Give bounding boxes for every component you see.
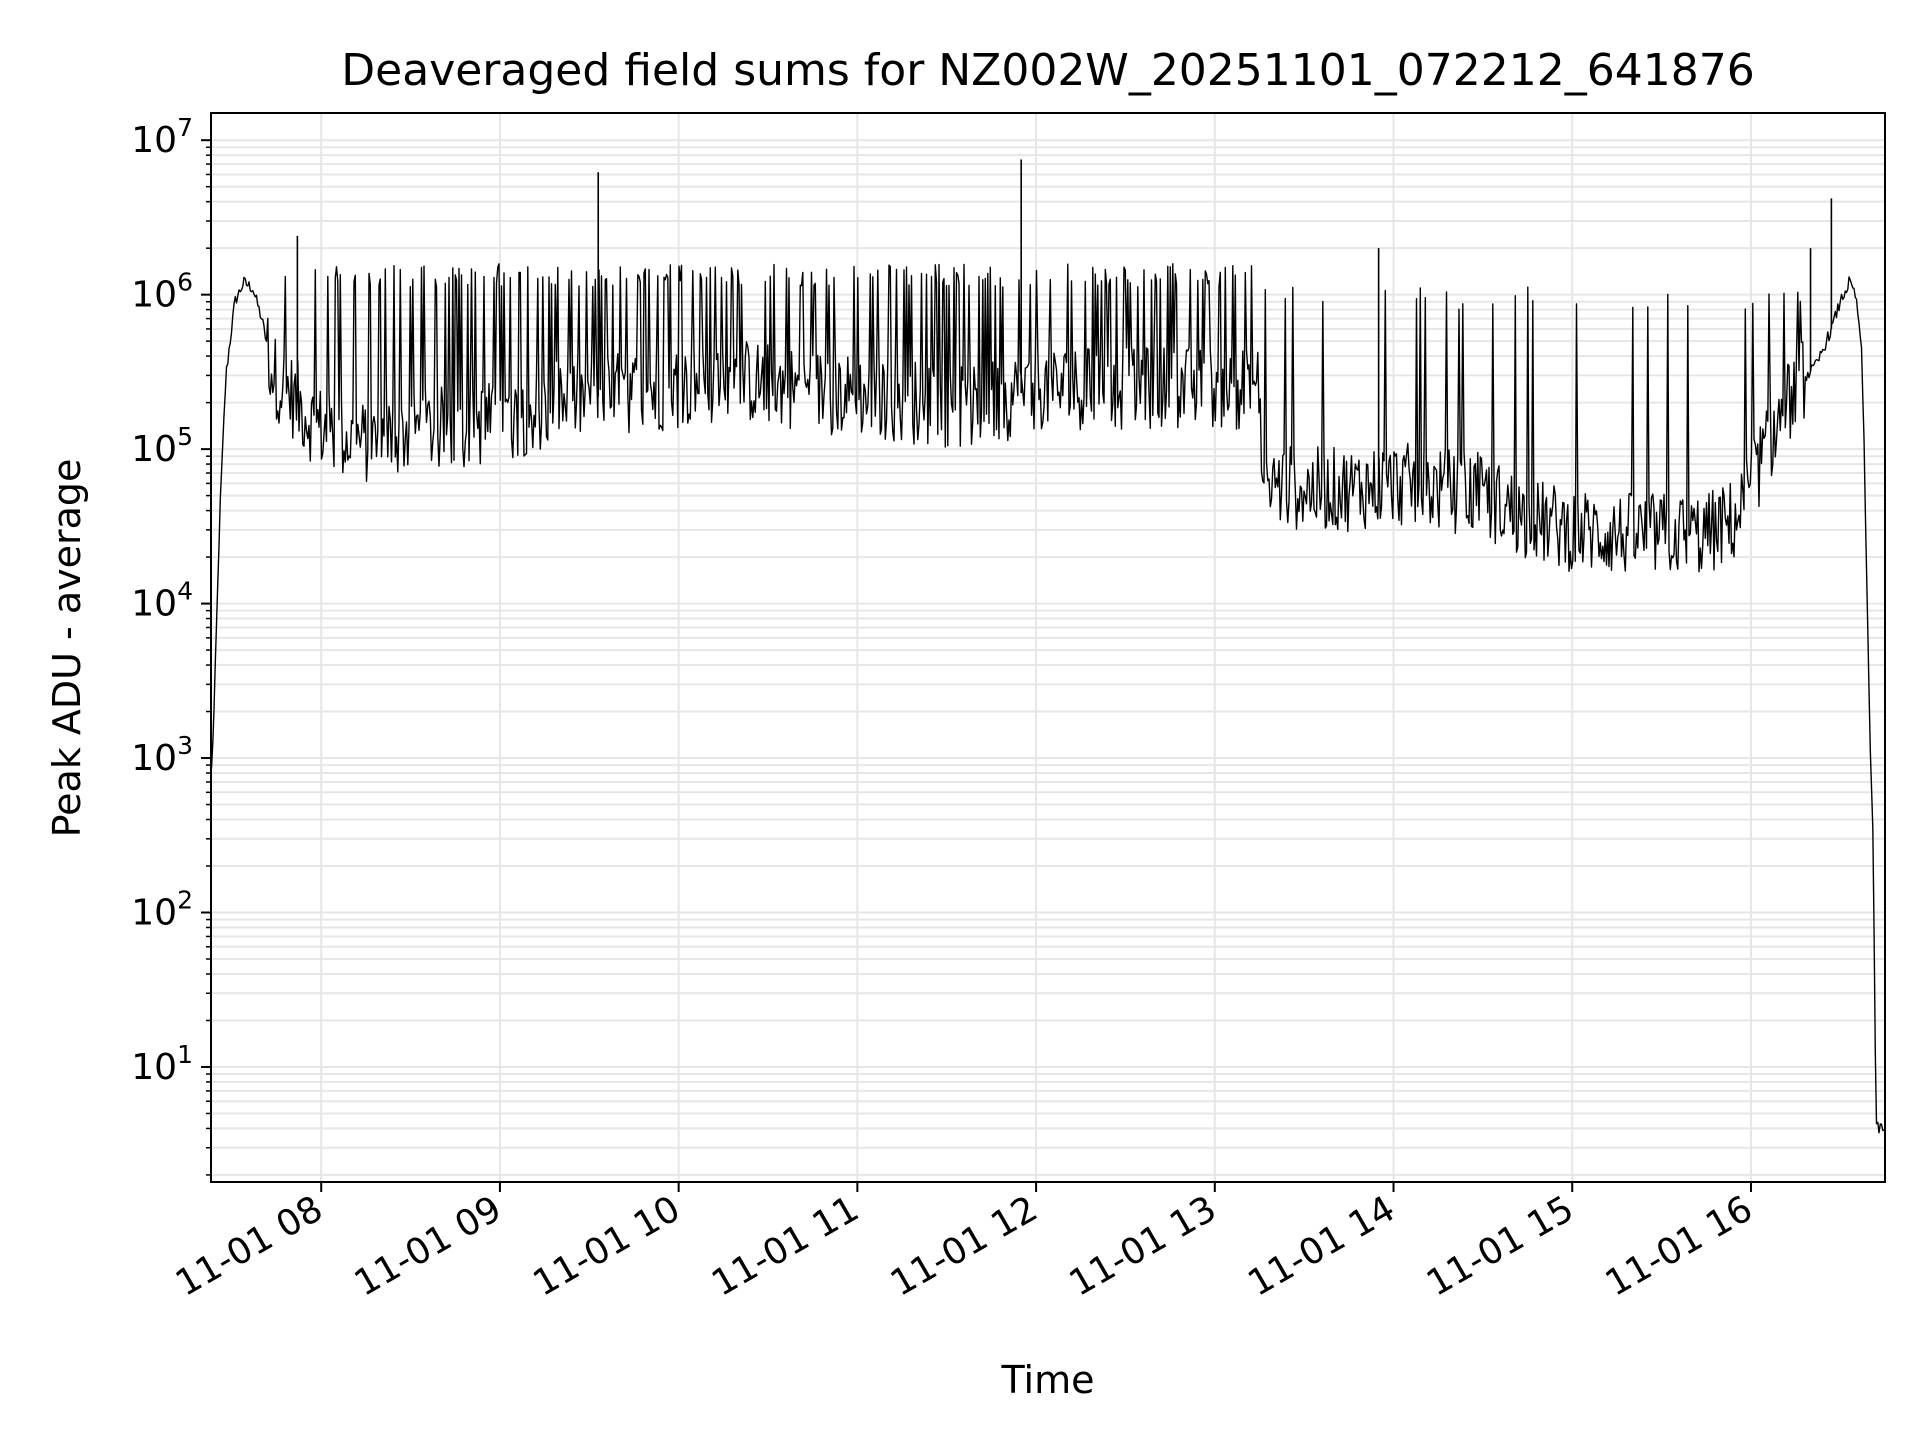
chart-title: Deaveraged field sums for NZ002W_2025110… (341, 45, 1754, 96)
y-tick-label: 104 (131, 577, 193, 625)
x-axis-label: Time (1001, 1358, 1095, 1402)
y-tick-label: 105 (131, 422, 193, 470)
grid (211, 113, 1885, 1182)
y-tick-label: 107 (131, 113, 193, 161)
y-tick-label: 101 (131, 1040, 193, 1088)
plot-frame (210, 112, 1886, 1183)
series-line (210, 263, 1885, 1134)
y-tick-label: 102 (131, 886, 193, 934)
y-axis-label: Peak ADU - average (45, 459, 89, 838)
plot-area (210, 159, 1885, 1134)
y-tick-label: 103 (131, 731, 193, 779)
y-tick-label: 106 (131, 268, 193, 316)
